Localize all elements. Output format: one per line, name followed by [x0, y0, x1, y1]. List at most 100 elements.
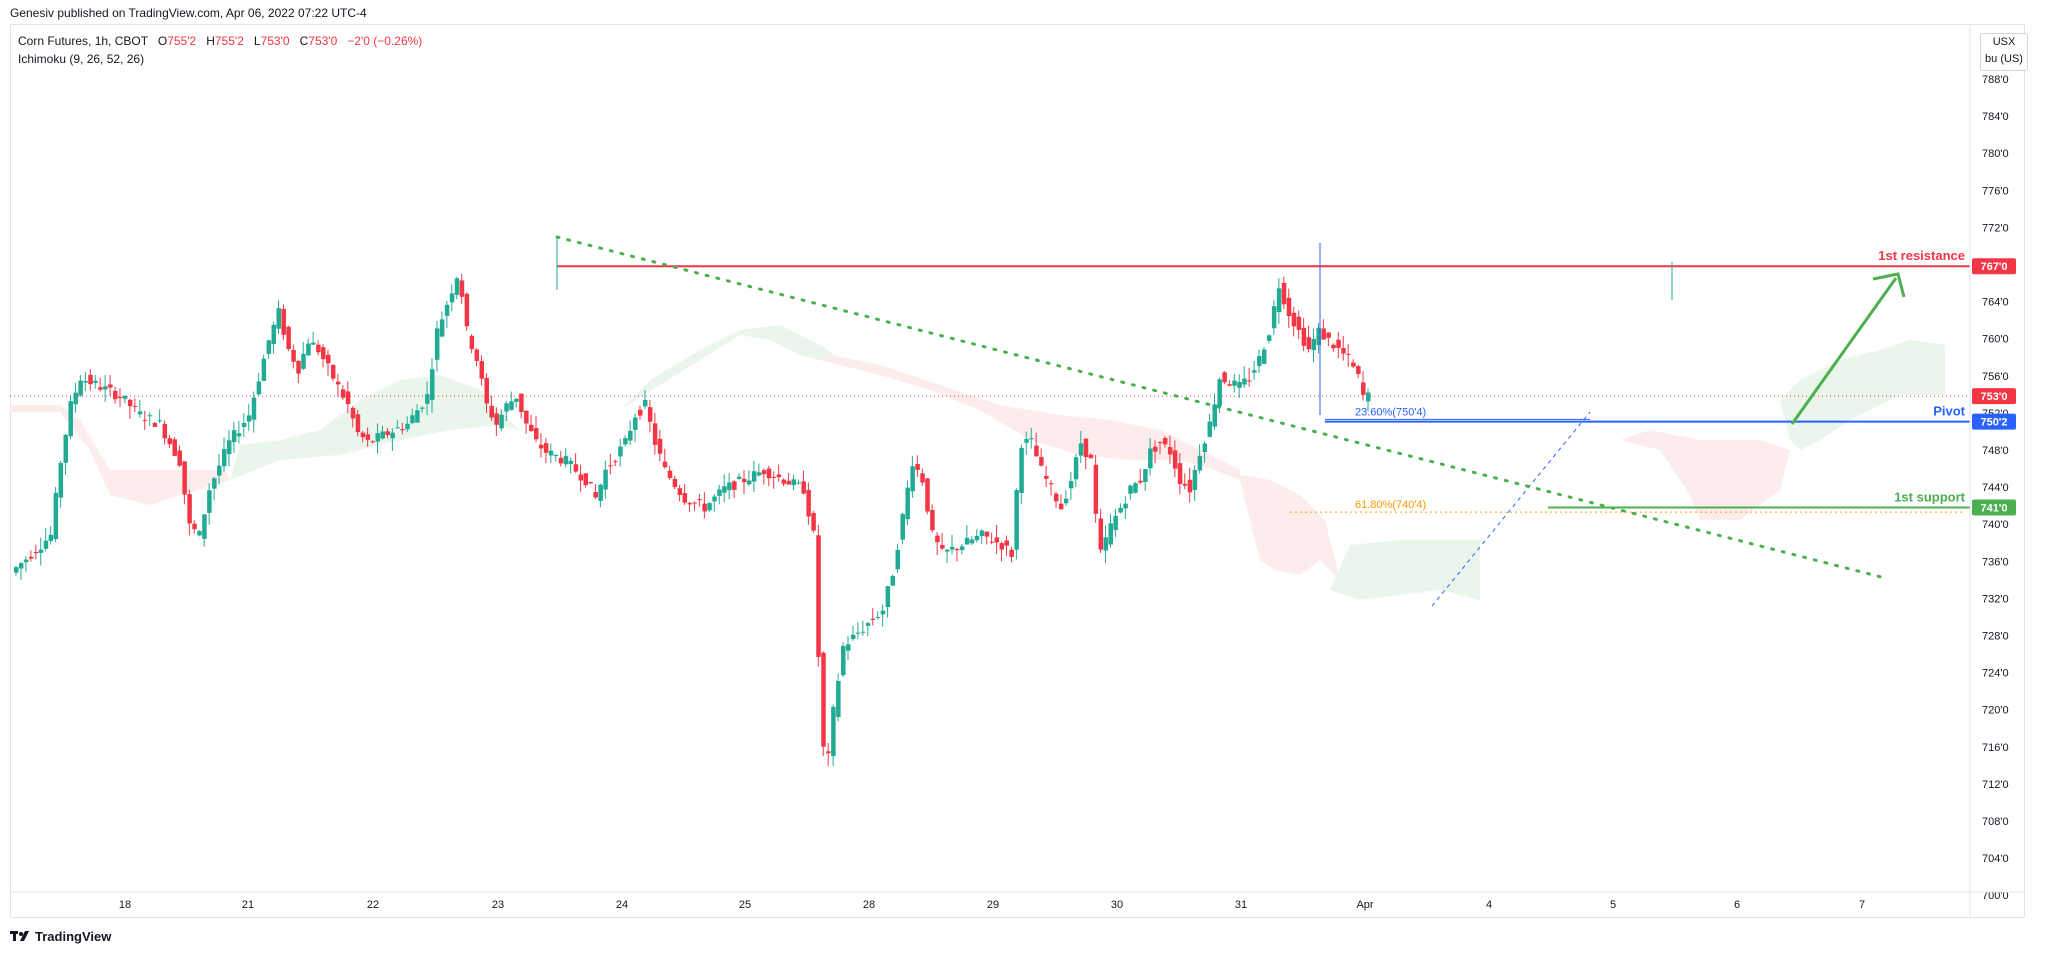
candle-body: [434, 328, 440, 360]
candle-body: [979, 530, 985, 537]
candle-body: [58, 463, 64, 498]
candle-body: [984, 531, 990, 537]
candle-body: [1247, 380, 1252, 382]
candle-body: [1009, 549, 1014, 557]
close-value: 753'0: [308, 34, 338, 48]
time-tick-label: 22: [367, 899, 379, 911]
candle-body: [251, 397, 257, 420]
candle-body: [761, 470, 767, 475]
candle-body: [286, 326, 291, 349]
cloud-segment: [230, 375, 520, 480]
candle-body: [38, 549, 44, 553]
candle-body: [1019, 447, 1024, 493]
time-tick-label: Apr: [1356, 899, 1373, 911]
price-tag: [1972, 258, 2016, 275]
candle-body: [667, 470, 673, 479]
price-axis[interactable]: 788'0784'0780'0776'0772'0768'0764'0760'0…: [1969, 26, 2009, 918]
price-tick-label: 780'0: [1982, 148, 2009, 160]
brand-name: TradingView: [35, 929, 112, 944]
candle-body: [1058, 503, 1064, 510]
candle-body: [1083, 438, 1089, 458]
candle-body: [1068, 481, 1074, 489]
candle-body: [28, 556, 34, 559]
trendlines: [555, 235, 1906, 580]
candle-body: [890, 576, 896, 586]
candle-body: [598, 484, 603, 501]
indicator-legend[interactable]: Ichimoku (9, 26, 52, 26): [18, 52, 145, 66]
candle-body: [33, 552, 39, 554]
candle-body: [271, 324, 277, 345]
time-axis[interactable]: 18 21 22 23 24 25 28 29 30 31 Apr 4 5 6 7: [10, 891, 2025, 911]
candle-body: [375, 433, 381, 442]
candle-body: [1073, 457, 1079, 480]
key-levels: 1st resistance Pivot 1st support: [10, 248, 1970, 509]
level-label: Pivot: [1933, 404, 1965, 419]
fib-anchor-line: [1431, 411, 1591, 607]
candle-body: [246, 415, 252, 422]
candle-body: [439, 319, 445, 337]
candle-body: [672, 478, 678, 488]
candle-body: [187, 494, 192, 524]
candle-body: [88, 374, 93, 385]
price-tag-label: 741'0: [1980, 503, 2007, 515]
price-tag-label: 767'0: [1980, 261, 2007, 273]
candle-body: [548, 450, 554, 456]
time-tick-label: 4: [1486, 899, 1492, 911]
candle-body: [266, 340, 272, 354]
candle-body: [969, 539, 975, 544]
candle-body: [108, 384, 113, 388]
candle-body: [593, 492, 598, 498]
candle-body: [122, 395, 128, 399]
candle-body: [910, 466, 915, 492]
candle-body: [301, 353, 306, 369]
candle-body: [241, 422, 247, 427]
candle-body: [1128, 485, 1133, 494]
time-tick-label: 23: [492, 899, 504, 911]
candle-body: [360, 432, 366, 438]
symbol-legend[interactable]: Corn Futures, 1h, CBOT O755'2 H755'2 L75…: [18, 34, 422, 48]
candle-body: [410, 415, 415, 424]
candle-body: [103, 386, 108, 390]
candle-body: [692, 502, 697, 504]
candle-body: [1286, 297, 1292, 317]
price-tick-label: 760'0: [1982, 334, 2009, 346]
candle-body: [395, 427, 400, 429]
candle-body: [1098, 518, 1104, 550]
high-value: 755'2: [214, 34, 244, 48]
candle-body: [127, 399, 133, 407]
unit-currency: USX: [1992, 36, 2016, 48]
candle-body: [340, 389, 346, 398]
candle-body: [1331, 344, 1336, 349]
tradingview-logo-icon: [10, 930, 29, 941]
candle-body: [231, 430, 237, 443]
brand-footer[interactable]: TradingView: [10, 929, 111, 944]
unit-selector[interactable]: USX bu (US): [1980, 33, 2028, 71]
candle-body: [479, 361, 485, 379]
candle-body: [776, 474, 782, 478]
candle-body: [1182, 483, 1188, 486]
candle-body: [261, 358, 267, 381]
candle-body: [895, 549, 901, 570]
price-tick-label: 788'0: [1982, 74, 2009, 86]
fibonacci-retracement: 23.60%(750'4) 61.80%(740'4): [1290, 406, 1965, 607]
candle-body: [1192, 469, 1198, 491]
price-tick-label: 756'0: [1982, 371, 2009, 383]
price-tick-label: 776'0: [1982, 185, 2009, 197]
candle-body: [647, 407, 653, 422]
candle-body: [425, 394, 430, 404]
candle-body: [687, 503, 693, 505]
candle-body: [1054, 493, 1059, 502]
candle-body: [836, 680, 841, 717]
candle-body: [538, 444, 544, 449]
candle-body: [959, 546, 965, 551]
unit-measure: bu (US): [1985, 53, 2023, 65]
candle-body: [276, 308, 281, 329]
cloud-segment: [820, 355, 1240, 480]
candle-body: [1029, 438, 1034, 440]
candle-body: [588, 481, 593, 484]
candle-body: [1039, 456, 1044, 466]
candle-body: [330, 364, 336, 379]
candle-body: [1361, 382, 1366, 395]
candle-body: [306, 343, 311, 356]
